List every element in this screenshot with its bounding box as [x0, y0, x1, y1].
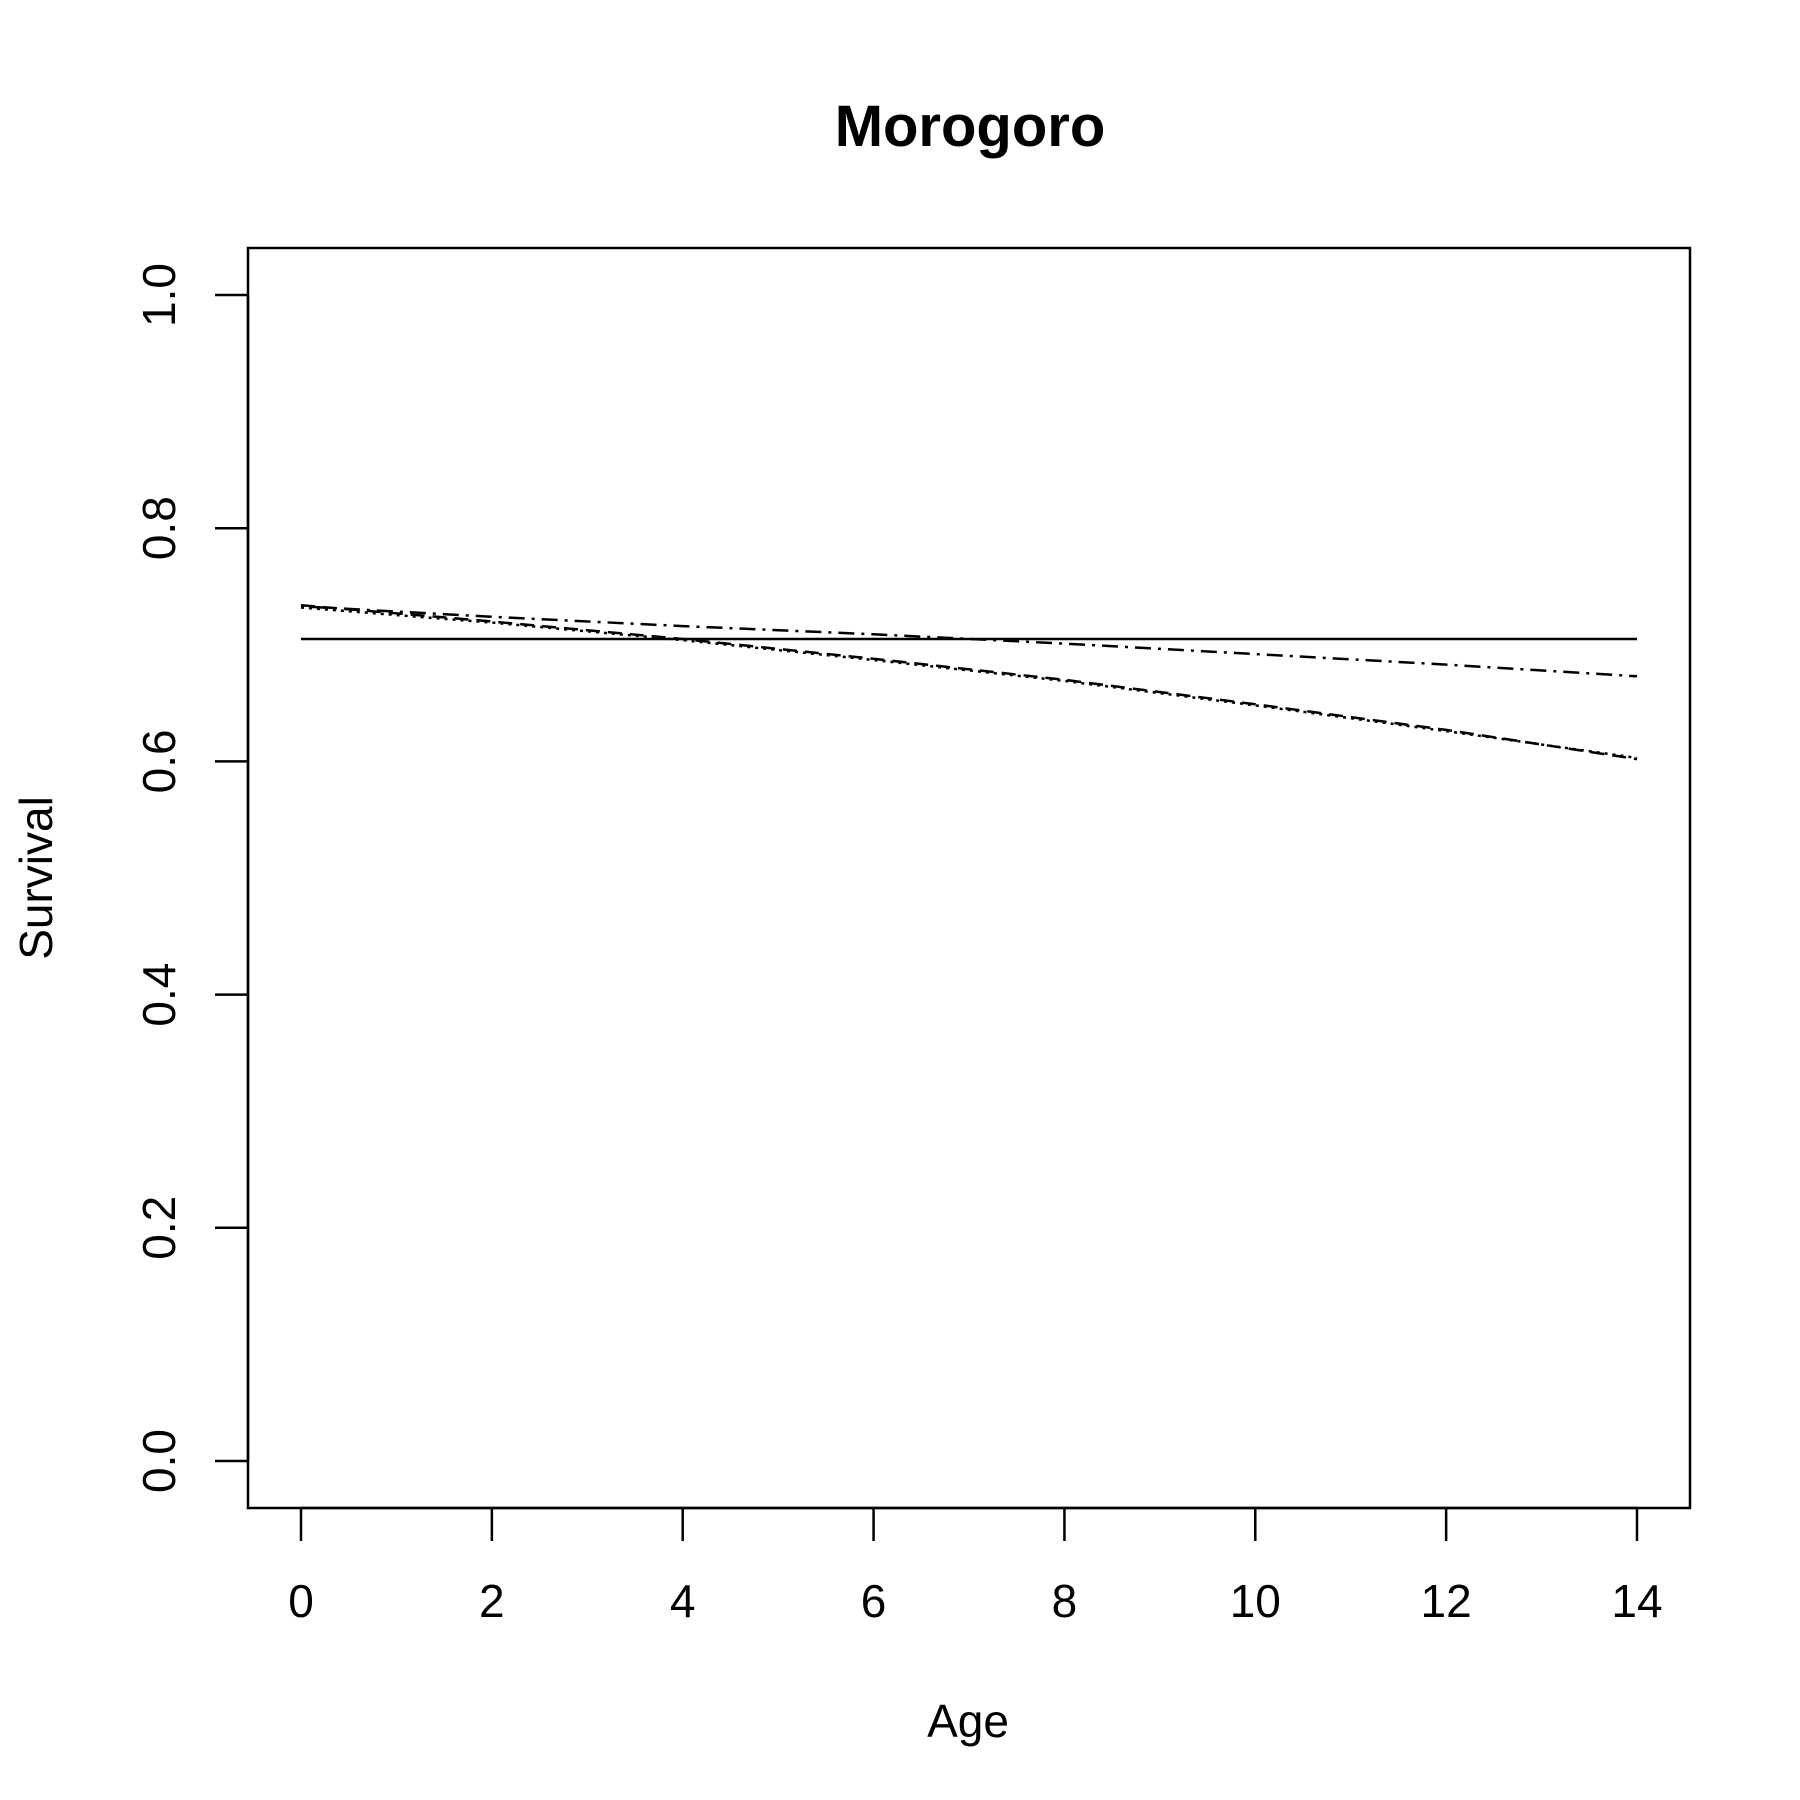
y-tick-label: 0.0	[133, 1429, 185, 1493]
y-axis: 0.0 0.2 0.4 0.6 0.8 1.0	[133, 263, 250, 1493]
x-tick-label: 6	[861, 1575, 887, 1627]
y-tick-label: 0.6	[133, 729, 185, 793]
x-tick-label: 4	[670, 1575, 696, 1627]
x-axis: 0 2 4 6 8 10 12 14	[288, 1506, 1663, 1627]
x-tick-label: 14	[1611, 1575, 1662, 1627]
series-line-dashed	[300, 603, 1638, 761]
y-tick-label: 0.4	[133, 963, 185, 1027]
chart-title: Morogoro	[835, 94, 1106, 159]
x-axis-label: Age	[927, 1695, 1009, 1747]
x-tick-label: 12	[1421, 1575, 1472, 1627]
y-tick-label: 1.0	[133, 263, 185, 327]
x-tick-label: 10	[1230, 1575, 1281, 1627]
y-tick-label: 0.2	[133, 1196, 185, 1260]
x-tick-label: 8	[1052, 1575, 1078, 1627]
x-tick-label: 2	[479, 1575, 505, 1627]
y-axis-label: Survival	[10, 796, 62, 960]
y-tick-label: 0.8	[133, 496, 185, 560]
series-layer	[300, 603, 1638, 761]
plot-frame	[246, 246, 1692, 1510]
series-line-dotted	[300, 606, 1638, 760]
series-line-dashdot	[300, 605, 1638, 678]
x-tick-label: 0	[288, 1575, 314, 1627]
